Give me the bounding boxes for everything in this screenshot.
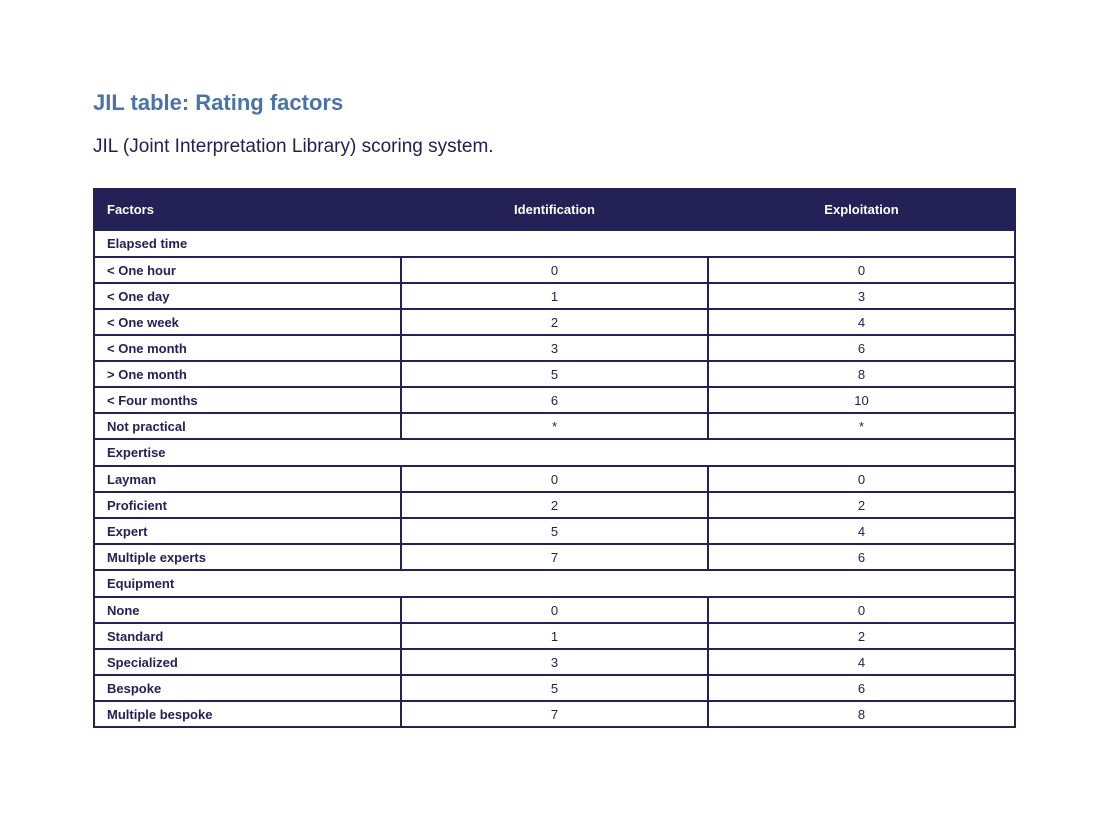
factor-cell: < Four months <box>93 386 402 414</box>
identification-cell: 0 <box>400 596 709 624</box>
identification-cell: 6 <box>400 386 709 414</box>
exploitation-cell: 2 <box>707 491 1016 519</box>
table-row: < One month 3 6 <box>93 334 1016 362</box>
table-row: < One day 1 3 <box>93 282 1016 310</box>
table-row: None 0 0 <box>93 596 1016 624</box>
identification-cell: 1 <box>400 282 709 310</box>
exploitation-cell: 6 <box>707 543 1016 571</box>
factor-cell: < One week <box>93 308 402 336</box>
factor-cell: > One month <box>93 360 402 388</box>
table-row: Multiple bespoke 7 8 <box>93 700 1016 728</box>
factor-cell: Standard <box>93 622 402 650</box>
identification-cell: 2 <box>400 308 709 336</box>
factor-cell: < One month <box>93 334 402 362</box>
exploitation-cell: 6 <box>707 674 1016 702</box>
factor-cell: Proficient <box>93 491 402 519</box>
section-title: Equipment <box>93 569 1016 598</box>
table-row: Multiple experts 7 6 <box>93 543 1016 571</box>
factor-cell: Multiple experts <box>93 543 402 571</box>
header-identification: Identification <box>400 188 709 231</box>
table-row: < One week 2 4 <box>93 308 1016 336</box>
header-factors: Factors <box>93 188 402 231</box>
factor-cell: Multiple bespoke <box>93 700 402 728</box>
identification-cell: 0 <box>400 256 709 284</box>
table-row: Not practical * * <box>93 412 1016 440</box>
identification-cell: 7 <box>400 543 709 571</box>
exploitation-cell: * <box>707 412 1016 440</box>
section-row: Expertise <box>93 438 1016 467</box>
factor-cell: Not practical <box>93 412 402 440</box>
table-row: Expert 5 4 <box>93 517 1016 545</box>
exploitation-cell: 4 <box>707 648 1016 676</box>
factor-cell: Layman <box>93 465 402 493</box>
factor-cell: < One day <box>93 282 402 310</box>
exploitation-cell: 4 <box>707 517 1016 545</box>
exploitation-cell: 0 <box>707 596 1016 624</box>
identification-cell: 7 <box>400 700 709 728</box>
identification-cell: * <box>400 412 709 440</box>
factor-cell: None <box>93 596 402 624</box>
identification-cell: 5 <box>400 674 709 702</box>
factor-cell: Bespoke <box>93 674 402 702</box>
rating-factors-table: Factors Identification Exploitation Elap… <box>93 188 1016 728</box>
page-title: JIL table: Rating factors <box>93 90 344 115</box>
exploitation-cell: 0 <box>707 256 1016 284</box>
exploitation-cell: 8 <box>707 700 1016 728</box>
identification-cell: 0 <box>400 465 709 493</box>
section-row: Equipment <box>93 569 1016 598</box>
identification-cell: 1 <box>400 622 709 650</box>
page-subtitle: JIL (Joint Interpretation Library) scori… <box>93 136 494 157</box>
exploitation-cell: 8 <box>707 360 1016 388</box>
table-row: < One hour 0 0 <box>93 256 1016 284</box>
identification-cell: 5 <box>400 517 709 545</box>
section-title: Elapsed time <box>93 229 1016 258</box>
exploitation-cell: 4 <box>707 308 1016 336</box>
factor-cell: < One hour <box>93 256 402 284</box>
table-row: > One month 5 8 <box>93 360 1016 388</box>
identification-cell: 3 <box>400 648 709 676</box>
table-row: < Four months 6 10 <box>93 386 1016 414</box>
identification-cell: 3 <box>400 334 709 362</box>
exploitation-cell: 10 <box>707 386 1016 414</box>
exploitation-cell: 2 <box>707 622 1016 650</box>
factor-cell: Expert <box>93 517 402 545</box>
header-exploitation: Exploitation <box>707 188 1016 231</box>
exploitation-cell: 6 <box>707 334 1016 362</box>
table-row: Standard 1 2 <box>93 622 1016 650</box>
identification-cell: 2 <box>400 491 709 519</box>
table-body: Elapsed time < One hour 0 0 < One day 1 3 < One… <box>93 229 1016 728</box>
section-title: Expertise <box>93 438 1016 467</box>
exploitation-cell: 3 <box>707 282 1016 310</box>
identification-cell: 5 <box>400 360 709 388</box>
exploitation-cell: 0 <box>707 465 1016 493</box>
table-row: Layman 0 0 <box>93 465 1016 493</box>
factor-cell: Specialized <box>93 648 402 676</box>
table-header-row: Factors Identification Exploitation <box>93 188 1016 231</box>
table-row: Bespoke 5 6 <box>93 674 1016 702</box>
table-row: Proficient 2 2 <box>93 491 1016 519</box>
section-row: Elapsed time <box>93 229 1016 258</box>
table-row: Specialized 3 4 <box>93 648 1016 676</box>
